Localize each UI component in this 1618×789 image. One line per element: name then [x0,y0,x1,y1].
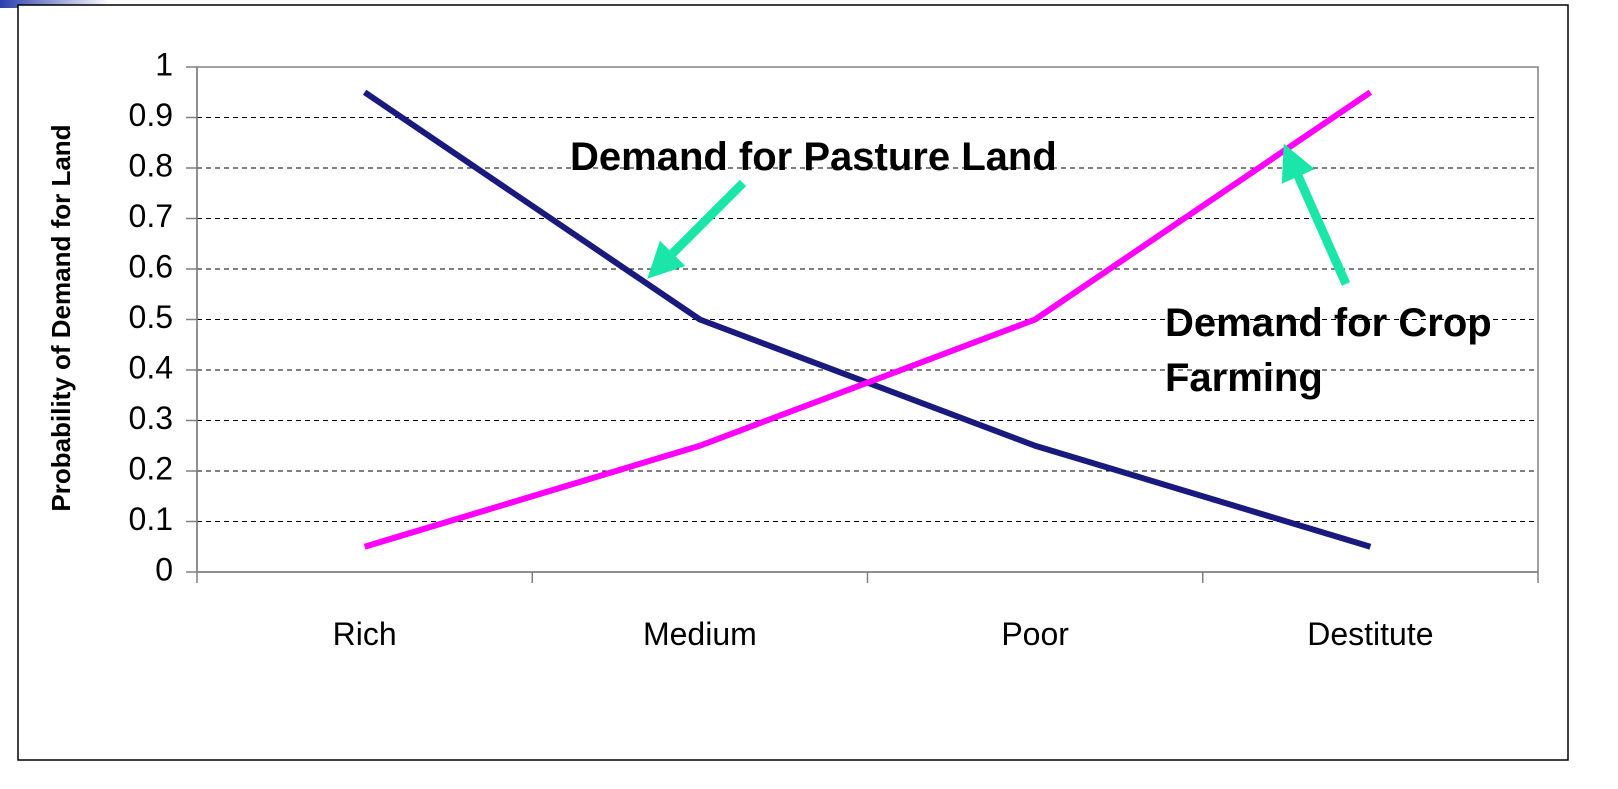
series-lines [362,89,1373,550]
y-tick-label: 1 [155,46,173,82]
y-axis-title: Probability of Demand for Land [46,124,76,511]
y-tick-label: 0.7 [129,198,173,234]
x-tick-label: Medium [643,616,757,652]
x-tick-label: Rich [333,616,397,652]
series-line [363,89,1373,550]
annotation: Demand for Pasture Land [570,135,1057,179]
y-tick-label: 0.3 [129,400,173,436]
y-tick-label: 0.9 [129,97,173,133]
y-tick-label: 0.6 [129,248,173,284]
annotation-arrow [1281,143,1351,286]
y-tick-label: 0.2 [129,450,173,486]
y-tick-label: 0.4 [129,349,173,385]
y-tick-label: 0.1 [129,501,173,537]
annotation: Farming [1165,356,1323,400]
x-tick-label: Poor [1001,616,1069,652]
annotation-arrow [647,179,747,279]
corner-decoration [0,0,110,8]
x-tick-label: Destitute [1307,616,1433,652]
y-tick-label: 0.8 [129,147,173,183]
annotation: Demand for Crop [1165,301,1492,345]
y-tick-label: 0 [155,551,173,587]
y-tick-label: 0.5 [129,299,173,335]
